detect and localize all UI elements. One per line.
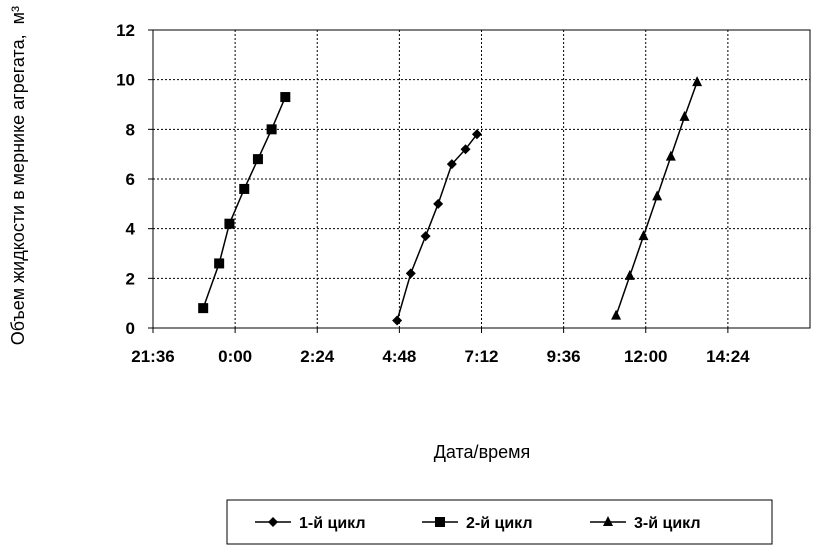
legend-label: 1-й цикл <box>299 515 366 532</box>
data-point <box>392 315 403 326</box>
y-tick-label: 2 <box>126 269 135 288</box>
tick-labels: 0 2 4 6 8 10 12 21:36 0:00 2:24 4:48 7:12 9:36 12:00 1… <box>116 21 750 366</box>
data-point <box>679 110 690 121</box>
x-tick-label: 0:00 <box>218 347 252 366</box>
data-point <box>471 129 482 140</box>
grid-lines <box>153 29 810 328</box>
legend-marker <box>268 517 278 527</box>
y-tick-label: 6 <box>126 170 135 189</box>
x-tick-label: 21:36 <box>131 347 174 366</box>
series-3 <box>611 76 703 320</box>
data-point <box>252 154 263 165</box>
legend-label: 3-й цикл <box>634 515 701 532</box>
y-axis-title-group: Объем жидкости в мернике агрегата, м³ <box>8 6 28 345</box>
series-line <box>396 133 478 321</box>
axes <box>148 29 729 333</box>
x-tick-label: 4:48 <box>382 347 416 366</box>
data-point <box>624 269 635 280</box>
data-point <box>665 150 676 161</box>
x-tick-label: 14:24 <box>706 347 750 366</box>
data-point <box>266 124 277 135</box>
legend-item-1: 1-й цикл <box>255 515 366 532</box>
y-tick-label: 8 <box>126 120 135 139</box>
data-point <box>638 230 649 241</box>
data-point <box>611 309 622 320</box>
y-tick-label: 0 <box>126 319 135 338</box>
x-tick-label: 9:36 <box>547 347 581 366</box>
data-point <box>692 76 703 87</box>
data-point <box>214 258 225 269</box>
y-axis-title: Объем жидкости в мернике агрегата, м³ <box>8 6 28 345</box>
legend-label: 2-й цикл <box>466 515 533 532</box>
x-tick-label: 7:12 <box>464 347 498 366</box>
y-tick-label: 12 <box>116 21 135 40</box>
legend-item-3: 3-й цикл <box>590 515 701 532</box>
series-1 <box>392 129 482 326</box>
legend-marker <box>435 517 445 527</box>
y-axis-title-text: Объем жидкости в мернике агрегата, <box>8 34 28 345</box>
data-point <box>446 159 457 170</box>
data-point <box>652 190 663 201</box>
data-point <box>433 198 444 209</box>
y-tick-label: 4 <box>126 220 136 239</box>
data-point <box>224 218 235 229</box>
data-point <box>280 92 291 103</box>
legend-marker <box>603 516 613 526</box>
data-point <box>198 303 209 314</box>
x-tick-label: 2:24 <box>300 347 335 366</box>
data-point <box>420 231 431 242</box>
data-point <box>460 144 471 155</box>
series <box>198 76 703 326</box>
legend-item-2: 2-й цикл <box>422 515 533 532</box>
data-point <box>405 268 416 279</box>
x-tick-label: 12:00 <box>624 347 667 366</box>
legend: 1-й цикл 2-й цикл 3-й цикл <box>226 499 773 545</box>
y-tick-label: 10 <box>116 71 135 90</box>
x-axis-title: Дата/время <box>434 442 531 462</box>
y-axis-unit: м³ <box>8 6 28 24</box>
data-point <box>239 183 250 194</box>
series-2 <box>198 92 291 314</box>
legend-box <box>226 499 773 545</box>
